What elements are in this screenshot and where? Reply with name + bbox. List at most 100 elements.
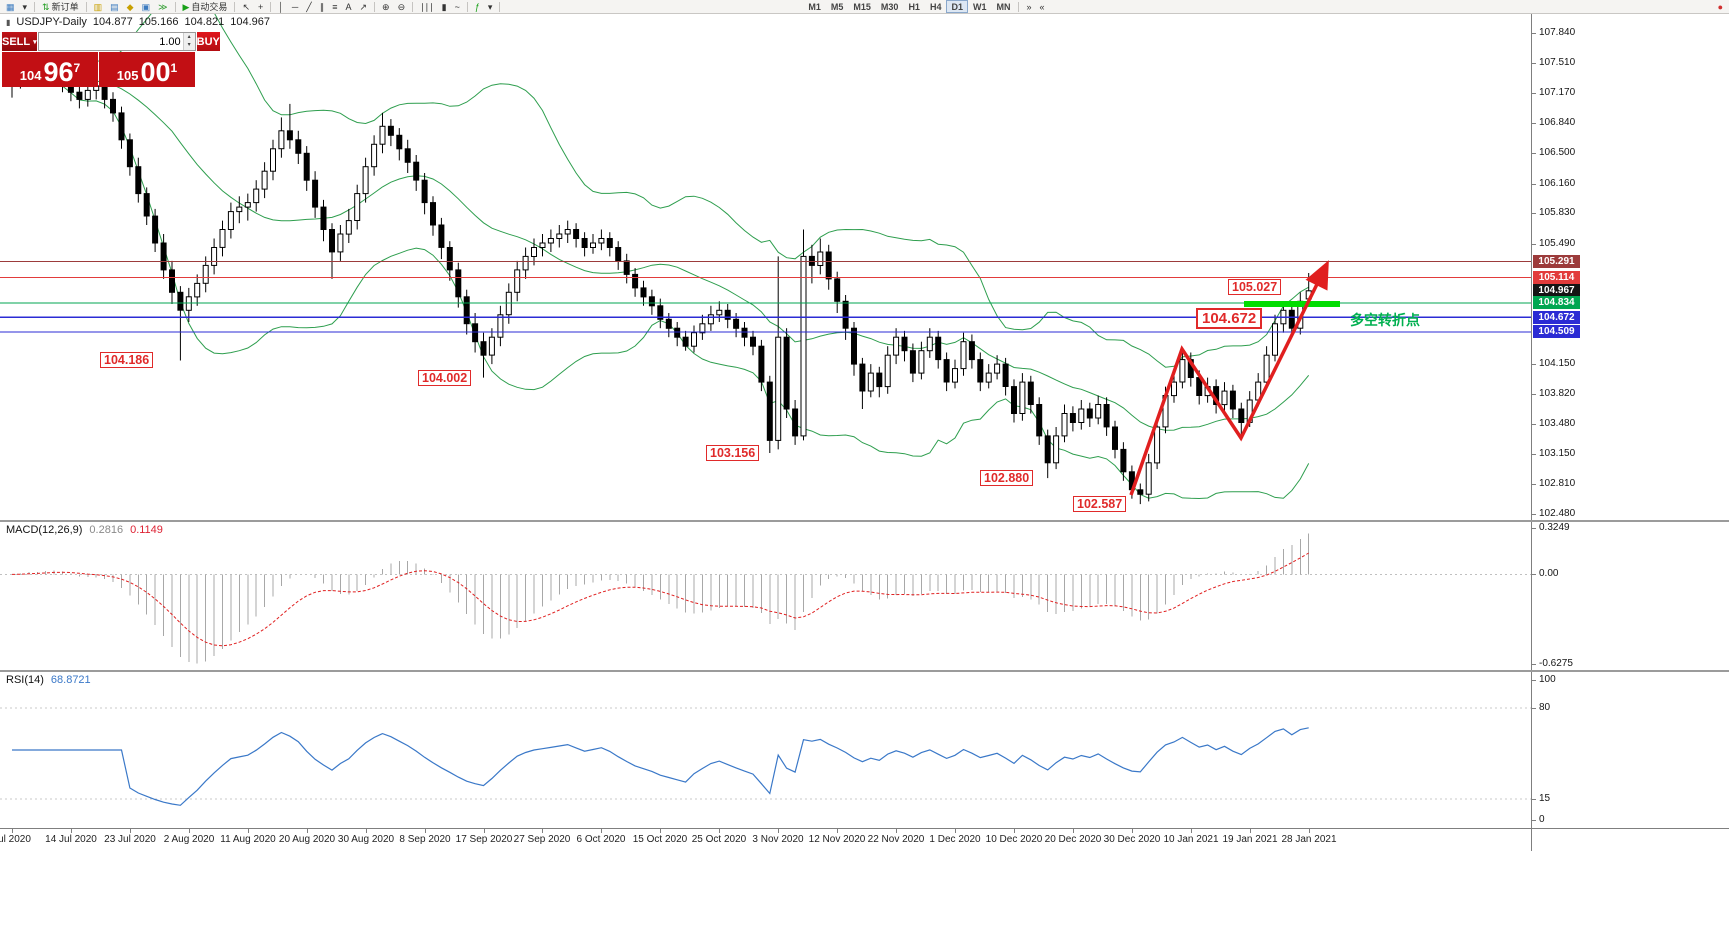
chart-shift-button[interactable]: « <box>1036 0 1049 13</box>
horizontal-line-icon: ─ <box>291 1 299 12</box>
timeframe-m15-button[interactable]: M15 <box>848 0 876 13</box>
arrows-button[interactable]: ↗ <box>355 0 371 13</box>
zoom-out-button[interactable]: ⊖ <box>394 0 410 13</box>
price-tick-label: 105.490 <box>1539 238 1576 249</box>
market-watch-button[interactable]: ▥ <box>90 0 107 13</box>
indicators-dropdown[interactable]: ▾ <box>484 0 497 13</box>
trend-arrow[interactable] <box>1129 260 1329 496</box>
equidistant-channel-button[interactable]: ∥ <box>316 0 329 13</box>
chart-list-dropdown[interactable]: ▾ <box>19 0 32 13</box>
price-callout-102.880[interactable]: 102.880 <box>980 470 1034 486</box>
zoom-in-button[interactable]: ⊕ <box>378 0 394 13</box>
timeframe-m1-button[interactable]: M1 <box>803 0 826 13</box>
price-badge-104.672: 104.672 <box>1533 311 1580 324</box>
panel-separator[interactable] <box>0 670 1729 672</box>
candlestick-chart-button[interactable]: ▮ <box>438 0 451 13</box>
price-callout-104.186[interactable]: 104.186 <box>100 352 154 368</box>
axis-tick <box>1532 708 1536 709</box>
buy-button[interactable]: BUY <box>196 32 220 51</box>
time-tick <box>1073 829 1074 833</box>
timeframe-m5-button[interactable]: M5 <box>826 0 849 13</box>
ask-price[interactable]: 105 00 1 <box>99 52 195 87</box>
time-tick <box>660 829 661 833</box>
bar-chart-button[interactable]: ∣∣∣ <box>416 0 438 13</box>
bar-chart-icon: ∣∣∣ <box>420 1 434 12</box>
price-tick-label: 106.500 <box>1539 147 1576 158</box>
rsi-tick-label: 100 <box>1539 674 1556 685</box>
timeframe-d1-button[interactable]: D1 <box>946 0 968 13</box>
fibonacci-button[interactable]: ≡ <box>328 0 341 13</box>
macd-signal-line <box>11 552 1309 647</box>
timeframe-h4-button[interactable]: H4 <box>925 0 947 13</box>
connection-status-button[interactable]: ● <box>1714 0 1727 13</box>
axis-tick <box>1532 213 1536 214</box>
ohlc-low: 104.821 <box>184 16 225 28</box>
price-callout-102.587[interactable]: 102.587 <box>1073 496 1127 512</box>
price-callout-104.672[interactable]: 104.672 <box>1196 308 1263 329</box>
volume-increase-button[interactable]: ▴ <box>183 33 195 42</box>
price-chart-panel[interactable] <box>0 14 1531 520</box>
price-callout-105.027[interactable]: 105.027 <box>1228 279 1282 295</box>
price-callout-103.156[interactable]: 103.156 <box>706 445 760 461</box>
volume-input[interactable] <box>38 33 183 50</box>
timeframe-w1-button[interactable]: W1 <box>968 0 992 13</box>
date-label: 6 Oct 2020 <box>576 834 626 845</box>
date-label: 3 Nov 2020 <box>752 834 804 845</box>
time-tick <box>1014 829 1015 833</box>
new-chart-button[interactable]: ▦ <box>2 0 19 13</box>
new-chart-icon: ▦ <box>6 1 15 12</box>
chart-list-dropdown-icon: ▾ <box>22 1 28 12</box>
axis-tick <box>1532 454 1536 455</box>
time-tick <box>12 829 13 833</box>
axis-tick <box>1532 63 1536 64</box>
macd-tick-label: 0.00 <box>1539 568 1559 579</box>
date-label: 10 Dec 2020 <box>985 834 1043 845</box>
price-chart-canvas[interactable] <box>0 14 1531 520</box>
data-window-button[interactable]: ▤ <box>106 0 123 13</box>
text-label-button[interactable]: A <box>341 0 355 13</box>
date-label: 23 Jul 2020 <box>104 834 156 845</box>
cursor-button[interactable]: ↖ <box>238 0 254 13</box>
price-callout-104.002[interactable]: 104.002 <box>418 370 472 386</box>
crosshair-button[interactable]: + <box>254 0 267 13</box>
candlestick-icon: ▮ <box>6 17 11 27</box>
terminal-button[interactable]: ▣ <box>138 0 155 13</box>
toolbar-separator <box>499 1 501 12</box>
time-axis[interactable]: Jul 2020 14 Jul 2020 23 Jul 2020 2 Aug 2020… <box>0 829 1531 851</box>
time-tick <box>837 829 838 833</box>
volume-decrease-button[interactable]: ▾ <box>183 41 195 50</box>
price-tick-label: 106.840 <box>1539 117 1576 128</box>
navigator-button[interactable]: ◆ <box>123 0 138 13</box>
autotrading-button[interactable]: ▶ 自动交易 <box>179 0 232 13</box>
horizontal-line-button[interactable]: ─ <box>288 0 302 13</box>
indicators-button[interactable]: ƒ <box>471 0 484 13</box>
sell-button[interactable]: SELL ▾ <box>2 32 37 51</box>
strategy-tester-button[interactable]: ≫ <box>154 0 171 13</box>
date-label: 22 Nov 2020 <box>867 834 925 845</box>
axis-tick <box>1532 574 1536 575</box>
vertical-line-button[interactable]: │ <box>274 0 288 13</box>
indicators-dropdown-icon: ▾ <box>487 1 493 12</box>
chart-note[interactable]: 多空转折点 <box>1350 312 1420 328</box>
price-tick-label: 102.480 <box>1539 508 1576 519</box>
price-axis[interactable]: 107.840 107.510 107.170 106.840 106.500 106.1… <box>1531 14 1729 851</box>
trendline-button[interactable]: ╱ <box>302 0 315 13</box>
bid-price[interactable]: 104 96 7 <box>2 52 98 87</box>
date-label: 14 Jul 2020 <box>45 834 97 845</box>
time-tick <box>601 829 602 833</box>
new-order-button[interactable]: ⇅ 新订单 <box>38 0 83 13</box>
line-chart-button[interactable]: ~ <box>451 0 464 13</box>
timeframe-m30-button[interactable]: M30 <box>876 0 904 13</box>
toolbar-separator <box>270 1 272 12</box>
toolbar-separator <box>234 1 236 12</box>
trendline-icon: ╱ <box>306 1 312 12</box>
ohlc-close: 104.967 <box>230 16 270 28</box>
timeframe-mn-button[interactable]: MN <box>991 0 1015 13</box>
rsi-panel[interactable] <box>0 672 1531 828</box>
auto-scroll-button[interactable]: » <box>1022 0 1035 13</box>
volume-field: ▴ ▾ <box>37 32 196 51</box>
panel-separator[interactable] <box>0 520 1729 522</box>
timeframe-h1-button[interactable]: H1 <box>903 0 925 13</box>
macd-panel[interactable] <box>0 522 1531 670</box>
axis-tick <box>1532 514 1536 515</box>
